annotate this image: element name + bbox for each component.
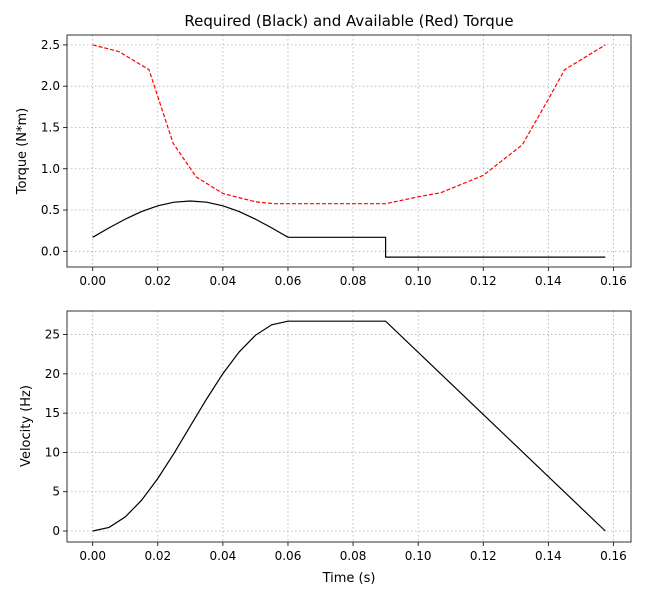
bottom-y-axis-label: Velocity (Hz) xyxy=(19,385,34,467)
torque-x-tick-label: 0.16 xyxy=(600,274,627,288)
velocity-axes: 0.00 0.02 0.04 0.06 0.08 0.10 0.12 0.14 0.16 0 5 10… xyxy=(45,310,632,563)
torque-series-available xyxy=(92,44,606,205)
velocity-y-tick-label: 5 xyxy=(52,485,60,499)
velocity-x-tick-label: 0.12 xyxy=(470,549,497,563)
velocity-x-tick-label: 0.10 xyxy=(405,549,432,563)
velocity-x-tick-label: 0.16 xyxy=(600,549,627,563)
torque-axes-frame xyxy=(66,34,632,268)
torque-x-tick-label: 0.04 xyxy=(210,274,237,288)
torque-x-tick-label: 0.06 xyxy=(275,274,302,288)
velocity-x-tick-label: 0.04 xyxy=(210,549,237,563)
torque-x-tick-label: 0.02 xyxy=(144,274,171,288)
velocity-x-tick-label: 0.14 xyxy=(535,549,562,563)
velocity-y-tick-label: 15 xyxy=(45,406,60,420)
velocity-x-tick-label: 0.08 xyxy=(340,549,367,563)
torque-axes: 0.00 0.02 0.04 0.06 0.08 0.10 0.12 0.14 0.16 0.0 0… xyxy=(41,34,632,288)
velocity-series-velocity xyxy=(92,320,606,532)
torque-y-tick-label: 2.5 xyxy=(41,38,60,52)
velocity-x-tick-label: 0.02 xyxy=(144,549,171,563)
velocity-x-tick-label: 0.06 xyxy=(275,549,302,563)
velocity-y-tick-label: 20 xyxy=(45,367,60,381)
velocity-axes-frame xyxy=(66,310,632,543)
torque-x-tick-label: 0.14 xyxy=(535,274,562,288)
torque-x-tick-label: 0.12 xyxy=(470,274,497,288)
chart-title: Required (Black) and Available (Red) Tor… xyxy=(184,12,513,30)
torque-y-tick-label: 0.0 xyxy=(41,244,60,258)
velocity-x-tick-label: 0.00 xyxy=(79,549,106,563)
velocity-y-tick-label: 25 xyxy=(45,328,60,342)
torque-y-tick-label: 0.5 xyxy=(41,203,60,217)
torque-x-tick-label: 0.00 xyxy=(79,274,106,288)
torque-x-tick-label: 0.10 xyxy=(405,274,432,288)
torque-series-required xyxy=(92,200,606,258)
torque-y-tick-label: 1.5 xyxy=(41,120,60,134)
velocity-y-tick-label: 10 xyxy=(45,445,60,459)
torque-x-tick-label: 0.08 xyxy=(340,274,367,288)
velocity-y-tick-label: 0 xyxy=(52,524,60,538)
top-y-axis-label: Torque (N*m) xyxy=(15,108,30,195)
torque-y-tick-label: 2.0 xyxy=(41,79,60,93)
x-axis-label: Time (s) xyxy=(322,571,376,586)
torque-y-tick-label: 1.0 xyxy=(41,162,60,176)
